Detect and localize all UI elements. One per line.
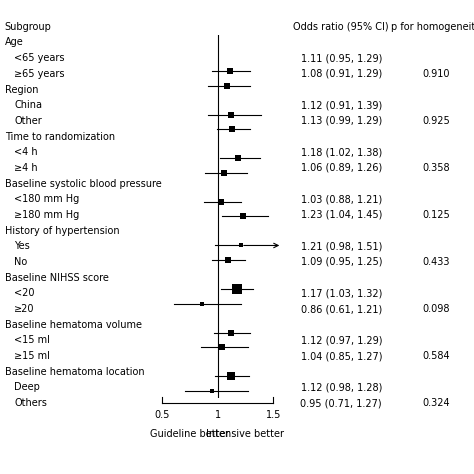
Text: 1.23 (1.04, 1.45): 1.23 (1.04, 1.45) [301,210,382,220]
Text: Yes: Yes [14,241,30,251]
Text: <180 mm Hg: <180 mm Hg [14,194,80,204]
Text: Deep: Deep [14,383,40,392]
Text: 0.358: 0.358 [422,163,450,173]
Text: 1.06 (0.89, 1.26): 1.06 (0.89, 1.26) [301,163,382,173]
Text: Subgroup: Subgroup [5,22,52,32]
Text: 1.12 (0.98, 1.28): 1.12 (0.98, 1.28) [301,383,382,392]
Text: No: No [14,257,27,267]
Text: 1.08 (0.91, 1.29): 1.08 (0.91, 1.29) [301,69,382,79]
Text: 0.5: 0.5 [155,410,170,420]
Text: Others: Others [14,398,47,408]
Text: 1: 1 [215,410,221,420]
Text: Baseline hematoma location: Baseline hematoma location [5,367,145,377]
Text: 1.5: 1.5 [265,410,281,420]
Text: 1.21 (0.98, 1.51): 1.21 (0.98, 1.51) [301,241,382,251]
Text: 1.04 (0.85, 1.27): 1.04 (0.85, 1.27) [301,351,382,361]
Text: 0.86 (0.61, 1.21): 0.86 (0.61, 1.21) [301,304,382,314]
Text: Other: Other [14,116,42,126]
Text: 1.09 (0.95, 1.25): 1.09 (0.95, 1.25) [301,257,382,267]
Text: Intensive better: Intensive better [207,429,284,439]
Text: Baseline systolic blood pressure: Baseline systolic blood pressure [5,179,162,189]
Text: Guideline better: Guideline better [150,429,229,439]
Text: 0.433: 0.433 [422,257,450,267]
Text: <20: <20 [14,288,35,298]
Text: 1.17 (1.03, 1.32): 1.17 (1.03, 1.32) [301,288,382,298]
Text: p for homogeneity: p for homogeneity [391,22,474,32]
Text: Odds ratio (95% CI): Odds ratio (95% CI) [293,22,389,32]
Text: Time to randomization: Time to randomization [5,132,115,142]
Text: <4 h: <4 h [14,147,38,157]
Text: Region: Region [5,84,38,94]
Text: 0.910: 0.910 [422,69,450,79]
Text: 1.18 (1.02, 1.38): 1.18 (1.02, 1.38) [301,147,382,157]
Text: China: China [14,100,42,110]
Text: ≥15 ml: ≥15 ml [14,351,50,361]
Text: 1.11 (0.95, 1.29): 1.11 (0.95, 1.29) [301,53,382,63]
Text: 1.12 (0.91, 1.39): 1.12 (0.91, 1.39) [301,100,382,110]
Text: 0.098: 0.098 [422,304,450,314]
Text: ≥4 h: ≥4 h [14,163,38,173]
Text: Baseline NIHSS score: Baseline NIHSS score [5,273,109,283]
Text: 1.03 (0.88, 1.21): 1.03 (0.88, 1.21) [301,194,382,204]
Text: <65 years: <65 years [14,53,65,63]
Text: Baseline hematoma volume: Baseline hematoma volume [5,319,142,330]
Text: 0.584: 0.584 [422,351,450,361]
Text: ≥20: ≥20 [14,304,35,314]
Text: 1.13 (0.99, 1.29): 1.13 (0.99, 1.29) [301,116,382,126]
Text: 0.95 (0.71, 1.27): 0.95 (0.71, 1.27) [301,398,382,408]
Text: 0.125: 0.125 [422,210,450,220]
Text: History of hypertension: History of hypertension [5,226,119,236]
Text: ≥180 mm Hg: ≥180 mm Hg [14,210,80,220]
Text: 0.925: 0.925 [422,116,450,126]
Text: ≥65 years: ≥65 years [14,69,65,79]
Text: 0.324: 0.324 [422,398,450,408]
Text: <15 ml: <15 ml [14,336,50,346]
Text: 1.12 (0.97, 1.29): 1.12 (0.97, 1.29) [301,336,382,346]
Text: Age: Age [5,37,24,47]
